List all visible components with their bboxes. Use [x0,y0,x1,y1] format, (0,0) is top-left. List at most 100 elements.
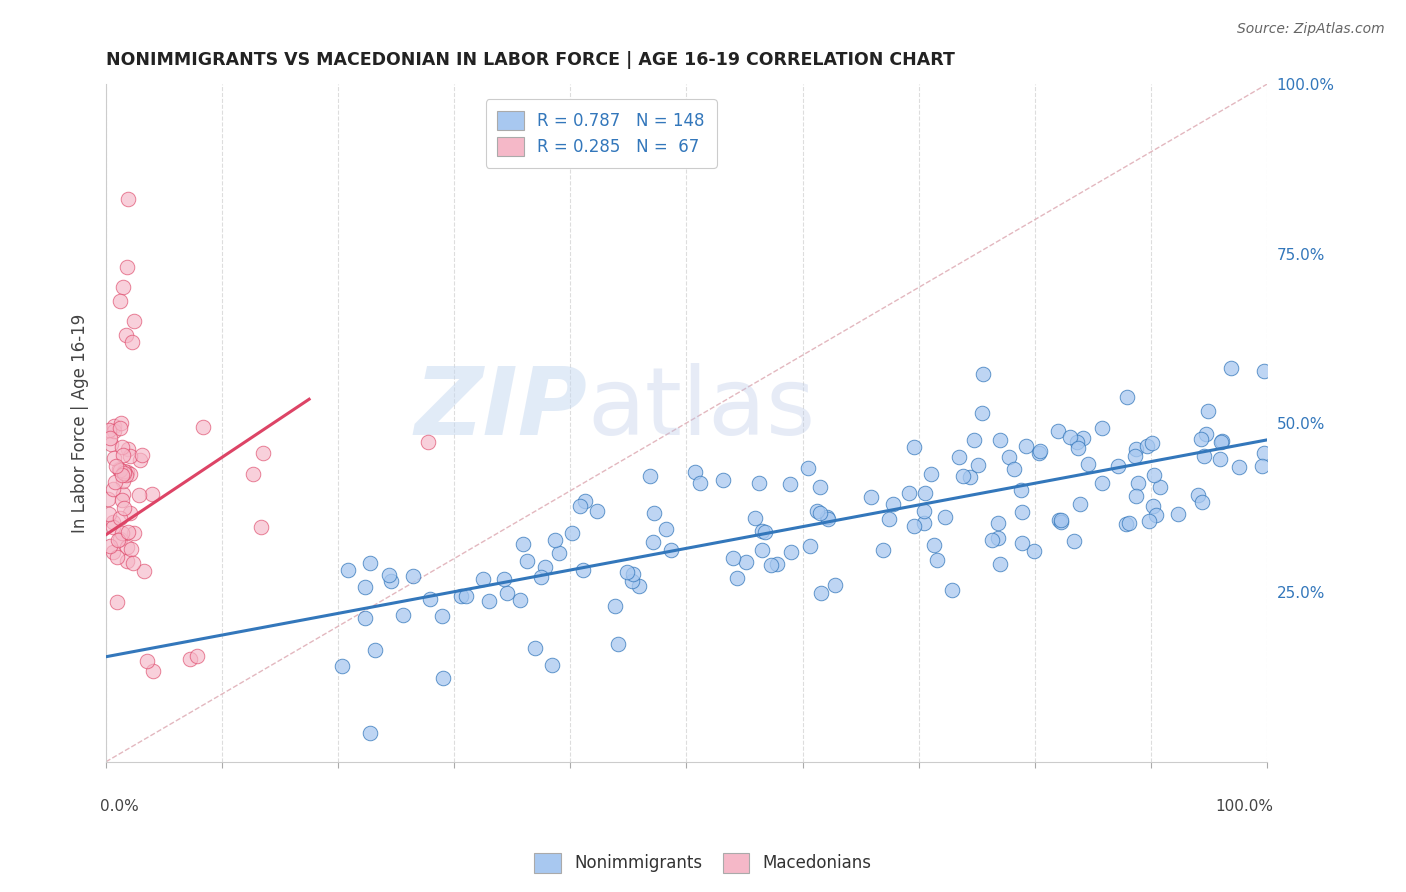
Point [110,511,132,525]
Point [478,594,501,608]
Point [418,592,440,607]
Point [1028,446,1050,460]
Point [103,545,125,559]
Point [1077,457,1099,471]
Point [1197,404,1219,418]
Point [897,485,920,500]
Point [107,533,129,547]
Point [1125,449,1147,463]
Point [872,543,894,558]
Point [117,465,139,479]
Point [987,516,1010,530]
Point [713,473,735,487]
Point [492,572,515,586]
Point [569,499,592,513]
Point [912,516,935,530]
Point [337,563,360,577]
Point [98,423,121,437]
Point [496,586,519,600]
Point [112,466,135,480]
Point [1066,435,1088,450]
Legend: Nonimmigrants, Macedonians: Nonimmigrants, Macedonians [527,847,879,880]
Point [100,437,122,451]
Point [751,543,773,558]
Point [122,314,145,328]
Point [122,556,145,570]
Y-axis label: In Labor Force | Age 16-19: In Labor Force | Age 16-19 [72,313,89,533]
Point [628,579,651,593]
Point [1192,450,1215,464]
Point [970,406,993,420]
Point [1066,441,1088,455]
Point [1209,452,1232,467]
Point [808,480,831,494]
Point [1253,364,1275,378]
Point [112,448,135,462]
Point [1229,460,1251,475]
Point [117,192,139,206]
Point [751,524,773,538]
Point [1253,446,1275,460]
Point [114,500,136,515]
Point [643,506,665,520]
Point [354,580,377,594]
Point [432,609,454,624]
Point [472,572,495,586]
Point [533,560,555,574]
Point [118,506,141,520]
Point [1189,432,1212,446]
Point [250,520,273,534]
Point [779,476,801,491]
Point [96,492,118,507]
Point [1137,514,1160,528]
Point [108,532,131,546]
Point [103,425,125,439]
Point [1047,513,1070,527]
Point [748,475,770,490]
Point [912,504,935,518]
Point [186,648,208,663]
Point [122,526,145,541]
Point [1211,434,1233,449]
Point [808,507,831,521]
Point [882,497,904,511]
Point [1063,533,1085,548]
Point [112,464,135,478]
Point [105,549,128,564]
Point [354,611,377,625]
Point [402,568,425,582]
Point [509,593,531,607]
Point [524,640,547,655]
Point [925,552,948,566]
Point [824,577,846,591]
Text: 100.0%: 100.0% [1215,799,1272,814]
Point [110,416,132,430]
Point [118,467,141,481]
Point [1107,458,1129,473]
Point [988,434,1011,448]
Point [110,463,132,477]
Point [1046,424,1069,438]
Point [359,726,381,740]
Point [418,434,440,449]
Point [981,533,1004,547]
Point [655,523,678,537]
Point [364,642,387,657]
Point [450,589,472,603]
Point [948,450,970,464]
Point [1125,489,1147,503]
Point [142,664,165,678]
Point [1010,483,1032,497]
Point [111,525,134,540]
Point [806,504,828,518]
Point [1115,517,1137,532]
Point [115,327,138,342]
Point [454,589,477,603]
Point [1002,462,1025,476]
Point [1142,499,1164,513]
Point [744,511,766,525]
Point [972,367,994,381]
Point [193,419,215,434]
Point [796,461,818,475]
Point [544,533,567,547]
